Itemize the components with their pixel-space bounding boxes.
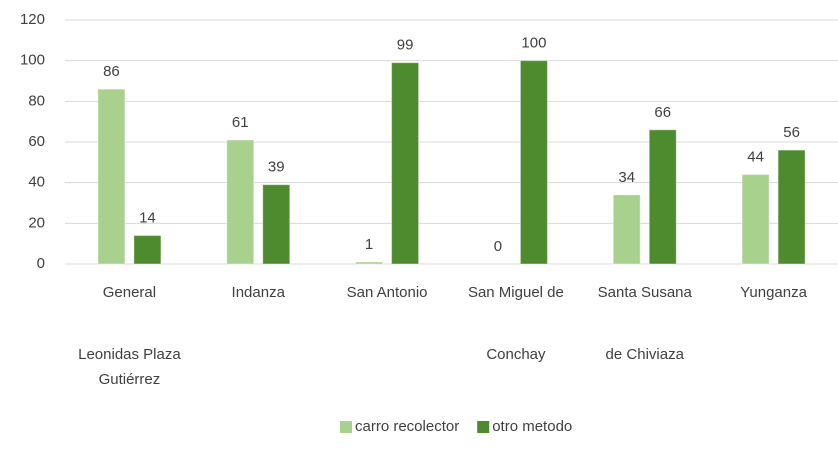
- bar: [355, 261, 384, 265]
- bar: [648, 129, 677, 265]
- legend-label: otro metodo: [492, 418, 572, 435]
- y-tick-label: 120: [20, 11, 45, 28]
- bar: [777, 149, 806, 265]
- legend-swatch: [477, 421, 490, 433]
- data-label: 66: [654, 104, 671, 121]
- bar: [262, 184, 291, 265]
- data-label: 86: [103, 63, 120, 80]
- data-label: 61: [232, 114, 249, 131]
- bar: [612, 194, 641, 265]
- x-tick-label: Gutiérrez: [99, 371, 161, 388]
- legend-label: carro recolector: [355, 418, 459, 435]
- y-tick-label: 20: [28, 214, 45, 231]
- data-label: 0: [494, 238, 502, 255]
- legend-swatch: [340, 421, 352, 433]
- y-tick-label: 80: [28, 92, 45, 109]
- y-tick-label: 0: [37, 255, 45, 272]
- x-tick-label: Santa Susana: [598, 284, 693, 301]
- x-tick-label: Leonidas Plaza: [78, 346, 181, 363]
- data-label: 39: [268, 159, 285, 176]
- data-label: 56: [783, 124, 800, 141]
- x-tick-label: Indanza: [232, 284, 286, 301]
- data-label: 44: [747, 149, 764, 166]
- bar: [97, 88, 126, 265]
- data-label: 14: [139, 210, 156, 227]
- bar: [741, 174, 770, 265]
- bar: [519, 60, 548, 265]
- y-tick-label: 40: [28, 174, 45, 191]
- y-tick-label: 60: [28, 133, 45, 150]
- x-tick-label: Yunganza: [740, 284, 807, 301]
- x-tick-label: Conchay: [486, 346, 546, 363]
- x-tick-label: San Antonio: [347, 284, 428, 301]
- data-label: 34: [618, 169, 635, 186]
- x-tick-label: General: [103, 284, 156, 301]
- data-label: 100: [521, 35, 546, 52]
- data-label: 99: [397, 37, 414, 54]
- bar: [133, 235, 162, 265]
- y-tick-label: 100: [20, 52, 45, 69]
- bar: [391, 62, 420, 265]
- x-tick-label: de Chiviaza: [606, 346, 685, 363]
- x-tick-label: San Miguel de: [468, 284, 564, 301]
- bar: [226, 139, 255, 265]
- data-label: 1: [365, 236, 373, 253]
